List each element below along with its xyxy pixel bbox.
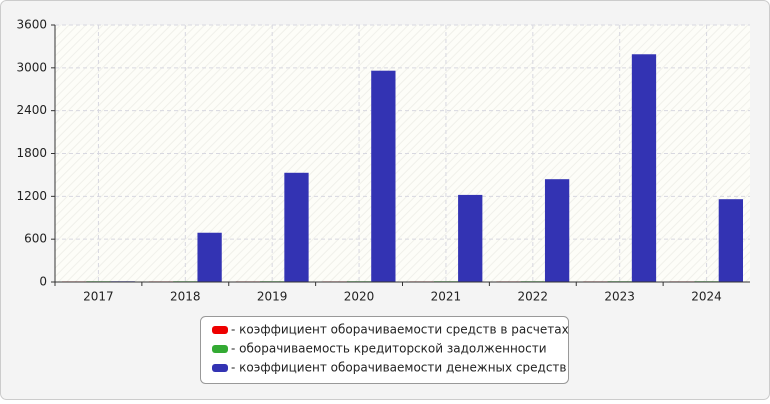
- y-tick-label: 1200: [16, 189, 47, 203]
- x-tick-label: 2021: [431, 290, 462, 304]
- x-tick-label: 2022: [518, 290, 549, 304]
- bar: [718, 199, 743, 282]
- legend-swatch: [212, 345, 228, 353]
- bar: [544, 179, 570, 282]
- bar: [197, 232, 222, 282]
- x-tick-label: 2018: [170, 290, 201, 304]
- y-tick-label: 3000: [16, 60, 47, 74]
- bar: [371, 70, 396, 282]
- legend-swatch: [212, 326, 228, 334]
- x-tick-label: 2024: [691, 290, 722, 304]
- bar: [631, 54, 657, 283]
- legend-swatch: [212, 364, 228, 372]
- legend-label: - коэффициент оборачиваемости средств в …: [231, 323, 569, 337]
- bar: [458, 194, 483, 282]
- y-tick-label: 0: [39, 275, 47, 289]
- x-tick-label: 2019: [257, 290, 288, 304]
- legend: [200, 316, 569, 384]
- legend-label: - оборачиваемость кредиторской задолженн…: [231, 342, 547, 356]
- y-tick-label: 1800: [16, 146, 47, 160]
- x-tick-label: 2017: [83, 290, 114, 304]
- x-tick-label: 2020: [344, 290, 375, 304]
- y-tick-label: 3600: [16, 18, 47, 32]
- x-tick-label: 2023: [604, 290, 635, 304]
- y-tick-label: 600: [24, 232, 47, 246]
- legend-label: - коэффициент оборачиваемости денежных с…: [231, 361, 567, 375]
- y-tick-label: 2400: [16, 103, 47, 117]
- bar: [284, 172, 309, 282]
